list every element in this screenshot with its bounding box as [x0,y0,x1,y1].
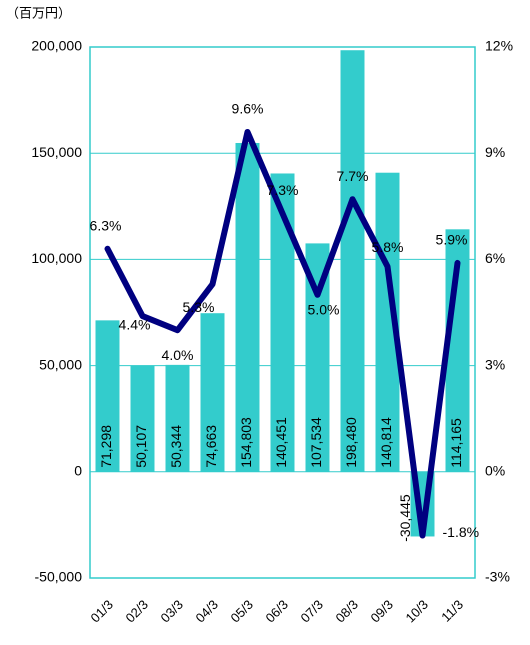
line-value-label: 9.6% [232,101,264,117]
line-value-label: 7.3% [267,182,299,198]
y-tick-label: 200,000 [31,38,82,54]
y2-tick-label: 9% [485,144,505,160]
y-tick-label: 100,000 [31,250,82,266]
bar-value-label: 74,663 [203,425,219,468]
line [104,128,461,539]
line-value-label: 4.4% [119,317,151,333]
line-value-label: 6.3% [90,217,122,233]
bar-value-label: 140,814 [378,417,394,468]
bar [165,364,190,472]
x-tick-label: 01/3 [88,597,117,626]
x-tick-label: 03/3 [158,597,187,626]
bar-value-label: 50,107 [133,425,149,468]
x-tick-label: 11/3 [438,597,466,625]
y2-tick-label: -3% [485,569,510,585]
y-tick-label: 150,000 [31,144,82,160]
x-tick-label: 02/3 [123,597,152,626]
bar [235,142,260,472]
y-axis-label: （百万円） [6,5,71,20]
line-value-label: 5.0% [308,302,340,318]
line-value-label: 5.9% [436,232,468,248]
x-tick-label: 08/3 [333,597,362,626]
plot-frame [89,46,476,579]
line-value-label: 7.7% [337,168,369,184]
bar-value-label: 50,344 [168,425,184,468]
bar [200,313,225,472]
bar-value-label: 198,480 [343,417,359,468]
line-value-label: 5.3% [183,299,215,315]
x-tick-label: 07/3 [298,597,327,626]
bar-value-label: -30,445 [397,494,413,542]
line-value-label: 4.0% [162,347,194,363]
bar-value-label: 140,451 [273,417,289,468]
y-tick-label: -50,000 [35,569,83,585]
y2-tick-label: 3% [485,356,505,372]
x-tick-label: 09/3 [368,597,397,626]
line-value-label: 5.8% [372,239,404,255]
y2-tick-label: 0% [485,463,505,479]
bar-value-label: 107,534 [308,417,324,468]
y-tick-label: 0 [74,463,82,479]
x-tick-label: 04/3 [193,597,222,626]
bar [340,50,365,472]
bar-value-label: 71,298 [98,425,114,468]
line-value-label: -1.8% [443,524,480,540]
y-tick-label: 50,000 [39,356,82,372]
y2-tick-label: 12% [485,38,513,54]
bar-value-label: 154,803 [238,417,254,468]
bar [130,365,155,472]
x-tick-label: 05/3 [228,597,257,626]
y2-tick-label: 6% [485,250,505,266]
x-tick-label: 06/3 [263,597,292,626]
bar [270,173,295,472]
bar [95,320,120,472]
bar-value-label: 114,165 [448,418,464,468]
x-tick-label: 10/3 [403,597,432,626]
